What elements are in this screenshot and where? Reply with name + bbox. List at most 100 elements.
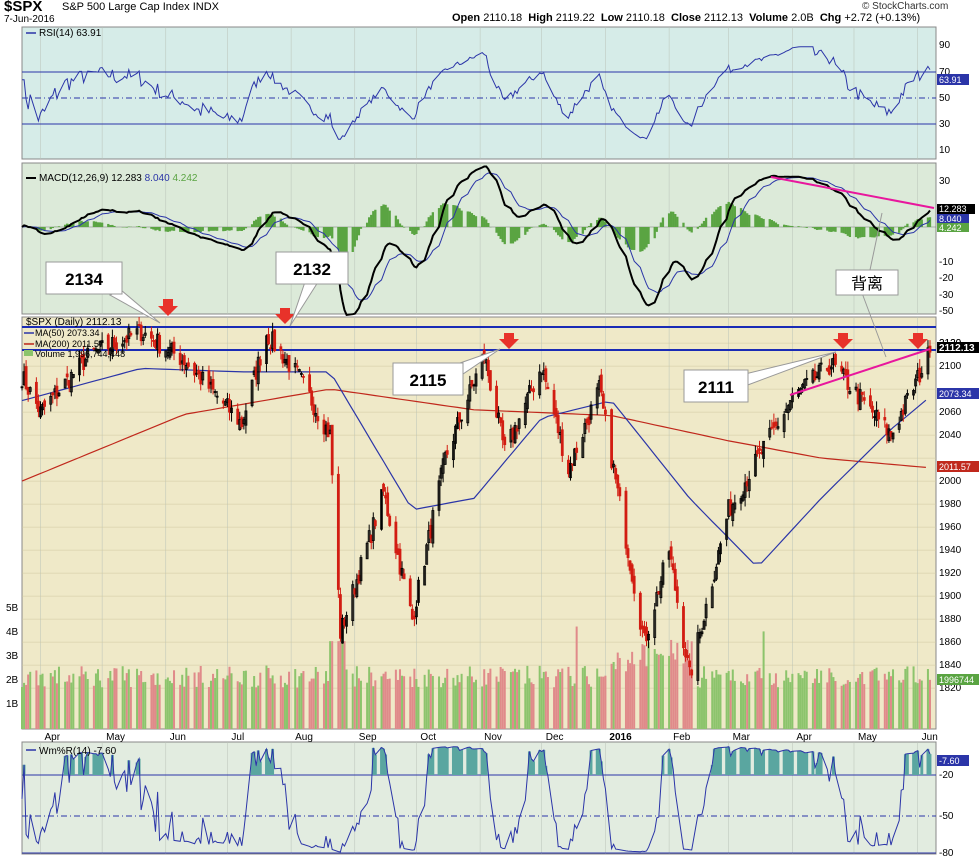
willr-fill-bar (451, 746, 455, 775)
willr-fill-bar (747, 748, 751, 775)
volume-bar (818, 682, 821, 729)
macd-hist-bar (526, 227, 529, 232)
volume-bar (729, 680, 732, 729)
volume-bar (409, 676, 412, 729)
willr-fill-bar (920, 755, 924, 775)
volume-bar (273, 683, 276, 729)
candle-body (55, 385, 59, 399)
candle-body (172, 341, 176, 354)
volume-bar (382, 673, 385, 729)
macd-hist-bar (96, 222, 100, 227)
macd-hist-bar (581, 227, 584, 234)
candle-body (725, 518, 729, 540)
macd-hist-bar (351, 227, 354, 253)
volume-bar (787, 677, 790, 729)
candle-body (158, 334, 162, 354)
willr-fill-bar (803, 752, 807, 775)
macd-hist-bar (481, 216, 484, 227)
macd-hist-bar (454, 205, 457, 227)
candle-body (756, 450, 759, 455)
macd-hist-bar (380, 206, 383, 227)
volume-bar (267, 667, 270, 729)
low-label: Low (600, 12, 623, 24)
macd-hist-bar (571, 227, 574, 242)
macd-hist-bar (279, 218, 282, 227)
macd-hist-bar (672, 211, 675, 227)
macd-hist-bar (429, 215, 432, 227)
macd-hist-bar (569, 227, 572, 243)
candle-body (653, 609, 657, 638)
volume-bar (51, 676, 54, 729)
volume-bar (816, 669, 819, 729)
volume-bar (643, 645, 646, 729)
macd-hist-bar (228, 227, 231, 231)
candle-body (417, 579, 420, 603)
volume-bar (559, 671, 562, 729)
candle-body (394, 521, 398, 554)
macd-hist-bar (314, 227, 317, 237)
candle-body (143, 332, 147, 336)
macd-hist-bar (216, 227, 219, 231)
macd-hist-bar (659, 222, 663, 227)
candle-body (96, 348, 100, 354)
volume-bar (310, 678, 313, 729)
volume-bar (72, 673, 75, 729)
arrow-current (908, 333, 928, 349)
candle-body (281, 354, 285, 364)
candle-body (139, 324, 143, 342)
candle-body (546, 386, 550, 390)
macd-hist-bar (811, 227, 815, 228)
macd-hist-bar (614, 227, 617, 236)
callout-2132-text: 2132 (293, 260, 331, 279)
macd-hist-bar (285, 224, 289, 227)
willr-fill-bar (371, 747, 375, 775)
macd-hist-bar (891, 227, 895, 235)
volume-bar (468, 666, 471, 729)
macd-hist-bar (513, 227, 517, 242)
volume-bar (123, 680, 126, 729)
volume-bar (715, 669, 718, 729)
willr-fill-bar (480, 748, 484, 775)
candle-body (51, 392, 55, 396)
volume-bar (386, 679, 389, 729)
volume-bar (690, 641, 693, 729)
macd-hist-bar (596, 220, 599, 227)
macd-hist-bar (156, 227, 159, 230)
macd-hist-bar (257, 217, 260, 227)
macd-hist-bar (66, 223, 69, 227)
willr-fill-bar (772, 749, 776, 775)
candle-body (624, 490, 628, 549)
candle-body (312, 404, 316, 415)
macd-hist-bar (283, 223, 287, 227)
volume-bar (125, 673, 128, 729)
volume-bar (885, 679, 888, 729)
volume-bar (212, 673, 215, 729)
candle-body (184, 365, 188, 370)
volume-bar (861, 672, 864, 729)
candle-body (688, 660, 692, 668)
x-tick: Jun (922, 732, 938, 743)
macd-hist-bar (928, 217, 932, 227)
macd-hist-bar (887, 227, 891, 236)
candle-body (267, 334, 270, 345)
candle-body (862, 397, 866, 401)
candle-body (314, 413, 318, 417)
volume-bar (164, 679, 167, 729)
candle-body (813, 370, 817, 381)
candle-body (115, 342, 118, 351)
volume-bar (542, 671, 545, 729)
volume-bar (158, 684, 161, 729)
volume-bar (914, 682, 917, 729)
volume-bar (345, 669, 348, 729)
macd-hist-bar (388, 210, 391, 227)
marker-arrows (158, 299, 928, 349)
candle-body (682, 606, 685, 649)
volume-bar (688, 666, 691, 729)
volume-bar (920, 680, 923, 729)
willr-fill-bar (437, 747, 441, 775)
volume-bar (265, 665, 268, 729)
candle-body (690, 669, 694, 676)
candle-body (753, 453, 757, 477)
macd-hist-bar (741, 210, 745, 227)
macd-hist-bar (187, 227, 190, 232)
